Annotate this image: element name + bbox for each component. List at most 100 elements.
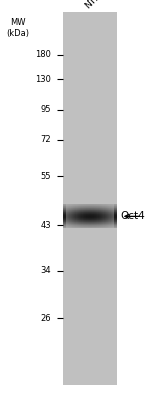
Bar	[72, 224, 73, 225]
Bar	[69, 215, 71, 216]
Bar	[101, 210, 102, 211]
Bar	[105, 223, 106, 224]
Bar	[81, 212, 83, 213]
Bar	[101, 211, 102, 212]
Bar	[102, 214, 103, 215]
Bar	[106, 226, 107, 227]
Bar	[63, 222, 117, 223]
Bar	[72, 216, 73, 217]
Bar	[70, 210, 72, 211]
Bar	[81, 223, 83, 224]
Bar	[86, 226, 88, 227]
Bar	[79, 222, 80, 223]
Bar	[97, 207, 99, 208]
Bar	[78, 207, 79, 208]
Bar	[92, 208, 94, 209]
Bar	[101, 208, 102, 209]
Bar	[90, 221, 91, 222]
Bar	[113, 226, 114, 227]
Bar	[100, 224, 101, 225]
Bar	[90, 217, 91, 218]
Bar	[78, 209, 79, 210]
Bar	[111, 220, 112, 221]
Bar	[94, 211, 95, 212]
Bar	[102, 222, 103, 223]
Bar	[97, 211, 99, 212]
Bar	[79, 212, 80, 213]
Bar	[72, 205, 73, 206]
Bar	[110, 213, 111, 214]
Bar	[70, 215, 72, 216]
Bar	[75, 223, 77, 224]
Bar	[75, 217, 77, 218]
Bar	[85, 226, 87, 227]
Bar	[112, 219, 113, 220]
Bar	[75, 223, 77, 224]
Bar	[66, 206, 67, 207]
Bar	[72, 217, 73, 218]
Bar	[63, 222, 117, 223]
Bar	[86, 216, 88, 217]
Bar	[97, 219, 99, 220]
Bar	[94, 221, 95, 222]
Bar	[111, 223, 112, 224]
Bar	[92, 216, 94, 217]
Bar	[90, 213, 91, 214]
Bar	[84, 213, 85, 214]
Bar	[81, 208, 83, 209]
Bar	[111, 218, 112, 219]
Bar	[113, 204, 114, 205]
Bar	[84, 224, 85, 225]
Bar	[112, 206, 113, 207]
Bar	[77, 217, 78, 218]
Bar	[86, 211, 88, 212]
Bar	[107, 204, 108, 205]
Bar	[90, 209, 91, 210]
Bar	[68, 219, 69, 220]
Bar	[84, 221, 85, 222]
Bar	[83, 223, 84, 224]
Bar	[80, 212, 82, 213]
Bar	[68, 217, 69, 218]
Bar	[73, 222, 74, 223]
Bar	[99, 226, 100, 227]
Bar	[90, 210, 91, 211]
Bar	[103, 212, 105, 213]
Bar	[106, 219, 107, 220]
Bar	[113, 220, 114, 221]
Bar	[105, 205, 106, 206]
Bar	[97, 210, 99, 211]
Bar	[94, 210, 95, 211]
Bar	[77, 207, 78, 208]
Bar	[63, 208, 117, 209]
Bar	[67, 220, 68, 221]
Bar	[102, 214, 103, 215]
Bar	[70, 213, 72, 214]
Bar	[86, 222, 88, 223]
Bar	[81, 206, 83, 207]
Bar	[108, 210, 110, 211]
Bar	[67, 209, 68, 210]
Bar	[99, 215, 100, 216]
Bar	[86, 216, 88, 217]
Bar	[99, 213, 100, 214]
Bar	[95, 221, 96, 222]
Bar	[79, 220, 80, 221]
Bar	[70, 221, 72, 222]
Bar	[106, 217, 107, 218]
Bar	[69, 207, 71, 208]
Bar	[88, 219, 89, 220]
Bar	[95, 206, 96, 207]
Bar	[103, 216, 105, 217]
Bar	[95, 208, 96, 209]
Bar	[112, 207, 113, 208]
Bar	[90, 221, 91, 222]
Bar	[92, 204, 94, 205]
Bar	[69, 218, 71, 219]
Bar	[101, 204, 102, 205]
Bar	[99, 204, 100, 205]
Bar	[107, 222, 108, 223]
Bar	[69, 225, 71, 226]
Bar	[95, 227, 96, 228]
Bar	[63, 205, 117, 206]
